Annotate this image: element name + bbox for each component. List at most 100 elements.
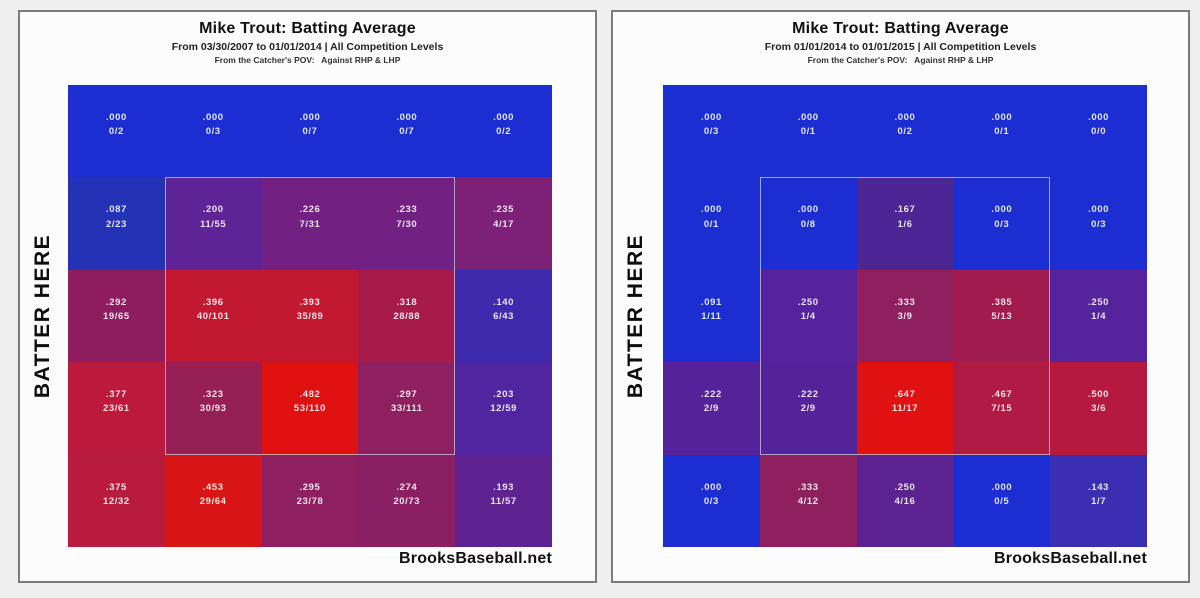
heatmap-cell: .000 0/7 xyxy=(358,85,456,178)
panel-title: Mike Trout: Batting Average xyxy=(199,20,416,37)
heatmap-cell: .467 7/15 xyxy=(953,362,1051,455)
heatmap-cell: .000 0/3 xyxy=(953,177,1051,270)
cell-batting-average: .000 xyxy=(299,111,321,123)
panel-pov-note: From the Catcher's POV: Against RHP & LH… xyxy=(214,55,401,65)
heatmap-cell: .250 1/4 xyxy=(759,269,857,363)
cell-batting-average: .297 xyxy=(396,389,418,401)
heatmap-cell: .323 30/93 xyxy=(164,362,262,455)
cell-batting-average: .000 xyxy=(700,481,722,493)
cell-hits-per-ab: 40/101 xyxy=(196,310,230,322)
cell-batting-average: .087 xyxy=(105,204,127,216)
cell-batting-average: .000 xyxy=(493,111,515,123)
heatmap-cell: .453 29/64 xyxy=(164,454,262,547)
cell-hits-per-ab: 0/3 xyxy=(994,218,1010,230)
cell-batting-average: .193 xyxy=(493,481,515,493)
panel-title: Mike Trout: Batting Average xyxy=(792,20,1009,37)
cell-batting-average: .318 xyxy=(396,296,418,308)
heatmap-cell: .377 23/61 xyxy=(68,362,165,455)
cell-batting-average: .000 xyxy=(797,111,819,123)
cell-batting-average: .222 xyxy=(700,389,722,401)
cell-hits-per-ab: 0/2 xyxy=(108,126,124,138)
cell-batting-average: .333 xyxy=(894,296,916,308)
cell-batting-average: .000 xyxy=(1088,111,1110,123)
cell-batting-average: .200 xyxy=(202,204,224,216)
panel-header: Mike Trout: Batting Average From 03/30/2… xyxy=(20,20,595,65)
brooksbaseball-watermark: BrooksBaseball.net xyxy=(994,550,1147,567)
cell-hits-per-ab: 11/17 xyxy=(891,403,919,415)
heatmap-cell: .000 0/8 xyxy=(759,177,857,270)
cell-batting-average: .292 xyxy=(105,296,127,308)
heatmap-cell: .482 53/110 xyxy=(261,362,359,455)
cell-batting-average: .295 xyxy=(299,481,321,493)
heatmap-cell: .000 0/3 xyxy=(663,454,760,547)
cell-hits-per-ab: 0/2 xyxy=(496,126,512,138)
cell-hits-per-ab: 7/15 xyxy=(991,403,1013,415)
heatmap-cell: .087 2/23 xyxy=(68,177,165,270)
cell-batting-average: .482 xyxy=(299,389,321,401)
cell-batting-average: .377 xyxy=(105,389,127,401)
cell-hits-per-ab: 1/7 xyxy=(1091,495,1107,507)
cell-hits-per-ab: 0/7 xyxy=(399,126,415,138)
cell-hits-per-ab: 12/59 xyxy=(490,403,517,415)
cell-hits-per-ab: 0/7 xyxy=(302,126,318,138)
cell-batting-average: .140 xyxy=(493,296,515,308)
cell-hits-per-ab: 28/88 xyxy=(393,310,421,322)
cell-batting-average: .222 xyxy=(797,389,819,401)
cell-hits-per-ab: 29/64 xyxy=(199,495,227,507)
cell-batting-average: .000 xyxy=(991,481,1013,493)
heatmap-panel-2014: Mike Trout: Batting Average From 01/01/2… xyxy=(611,10,1190,583)
panel-date-range: From 03/30/2007 to 01/01/2014 | All Comp… xyxy=(171,41,444,53)
heatmap-cell: .000 0/3 xyxy=(1050,177,1147,270)
heatmap-cell: .222 2/9 xyxy=(759,362,857,455)
cell-batting-average: .250 xyxy=(1088,296,1110,308)
heatmap-cell: .250 1/4 xyxy=(1050,269,1147,363)
cell-batting-average: .467 xyxy=(991,389,1013,401)
cell-hits-per-ab: 0/1 xyxy=(800,126,816,138)
cell-hits-per-ab: 0/5 xyxy=(994,495,1010,507)
cell-batting-average: .233 xyxy=(396,204,418,216)
cell-batting-average: .000 xyxy=(991,204,1013,216)
cell-hits-per-ab: 11/57 xyxy=(490,495,517,507)
cell-hits-per-ab: 1/4 xyxy=(1091,310,1107,322)
cell-batting-average: .143 xyxy=(1088,481,1110,493)
batting-average-heatmap: .000 0/3 .000 0/1 .000 0/2 .000 0/1 .000 0/0 .000 0… xyxy=(663,85,1147,547)
heatmap-cell: .375 12/32 xyxy=(68,454,165,547)
heatmap-cell: .000 0/2 xyxy=(856,85,954,178)
cell-hits-per-ab: 6/43 xyxy=(493,310,515,322)
batter-here-label: BATTER HERE xyxy=(31,233,54,399)
cell-hits-per-ab: 0/3 xyxy=(205,126,221,138)
cell-hits-per-ab: 23/78 xyxy=(296,495,324,507)
heatmap-cell: .235 4/17 xyxy=(455,177,552,270)
cell-batting-average: .393 xyxy=(299,296,321,308)
heatmap-cell: .000 0/3 xyxy=(663,85,760,178)
heatmap-cell: .200 11/55 xyxy=(164,177,262,270)
heatmap-cell: .385 5/13 xyxy=(953,269,1051,363)
heatmap-cell: .396 40/101 xyxy=(164,269,262,363)
cell-hits-per-ab: 5/13 xyxy=(991,310,1013,322)
cell-batting-average: .000 xyxy=(202,111,224,123)
cell-batting-average: .250 xyxy=(894,481,916,493)
heatmap-cell: .333 4/12 xyxy=(759,454,857,547)
cell-hits-per-ab: 1/6 xyxy=(897,218,913,230)
cell-hits-per-ab: 2/9 xyxy=(800,403,816,415)
cell-batting-average: .250 xyxy=(797,296,819,308)
cell-batting-average: .647 xyxy=(894,389,916,401)
cell-batting-average: .274 xyxy=(396,481,418,493)
cell-batting-average: .000 xyxy=(797,204,819,216)
heatmap-cell: .000 0/1 xyxy=(663,177,760,270)
cell-hits-per-ab: 20/73 xyxy=(393,495,421,507)
cell-hits-per-ab: 35/89 xyxy=(296,310,324,322)
heatmap-cell: .393 35/89 xyxy=(261,269,359,363)
cell-hits-per-ab: 19/65 xyxy=(103,310,130,322)
cell-batting-average: .396 xyxy=(202,296,224,308)
cell-batting-average: .000 xyxy=(396,111,418,123)
batter-here-label: BATTER HERE xyxy=(624,233,647,399)
cell-hits-per-ab: 12/32 xyxy=(103,495,130,507)
heatmap-cell: .226 7/31 xyxy=(261,177,359,270)
cell-batting-average: .091 xyxy=(700,296,722,308)
cell-hits-per-ab: 0/8 xyxy=(800,218,816,230)
cell-hits-per-ab: 1/4 xyxy=(800,310,816,322)
cell-batting-average: .000 xyxy=(991,111,1013,123)
cell-hits-per-ab: 0/3 xyxy=(703,126,719,138)
cell-hits-per-ab: 0/1 xyxy=(994,126,1010,138)
